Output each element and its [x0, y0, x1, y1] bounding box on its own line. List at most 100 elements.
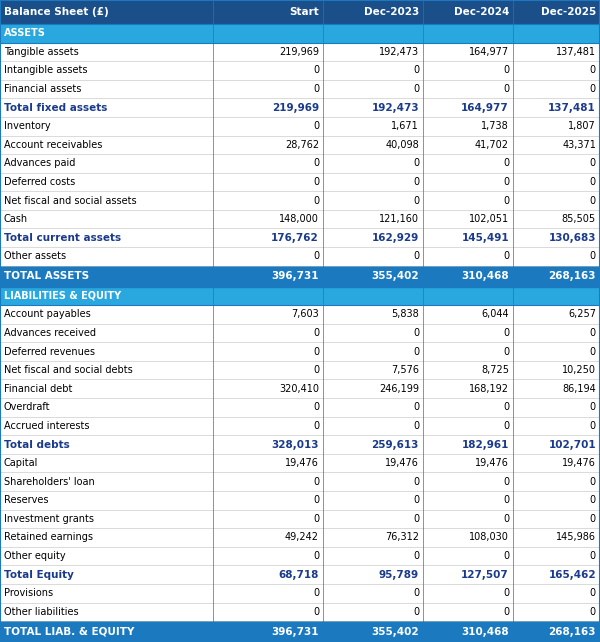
Bar: [0, 0, 600, 24]
Text: 0: 0: [313, 514, 319, 524]
Text: 355,402: 355,402: [371, 271, 419, 281]
Text: 28,762: 28,762: [285, 140, 319, 150]
Text: 0: 0: [413, 421, 419, 431]
Text: 396,731: 396,731: [271, 627, 319, 637]
Text: 86,194: 86,194: [562, 384, 596, 394]
Bar: [0, 61, 600, 80]
Text: 19,476: 19,476: [475, 458, 509, 468]
Bar: [0, 80, 600, 98]
Text: 0: 0: [313, 84, 319, 94]
Text: 0: 0: [590, 403, 596, 412]
Text: 0: 0: [413, 551, 419, 561]
Text: Provisions: Provisions: [4, 588, 53, 598]
Text: 0: 0: [503, 421, 509, 431]
Bar: [0, 584, 600, 602]
Text: 0: 0: [313, 251, 319, 261]
Text: 49,242: 49,242: [285, 532, 319, 542]
Text: Other assets: Other assets: [4, 251, 66, 261]
Text: 0: 0: [413, 251, 419, 261]
Bar: [0, 398, 600, 417]
Text: 0: 0: [413, 177, 419, 187]
Text: 19,476: 19,476: [385, 458, 419, 468]
Text: 268,163: 268,163: [548, 271, 596, 281]
Text: 130,683: 130,683: [548, 233, 596, 243]
Text: Advances paid: Advances paid: [4, 159, 76, 168]
Text: 1,807: 1,807: [568, 121, 596, 131]
Text: Intangible assets: Intangible assets: [4, 65, 88, 76]
Text: Advances received: Advances received: [4, 328, 96, 338]
Bar: [0, 379, 600, 398]
Text: 0: 0: [413, 588, 419, 598]
Text: Tangible assets: Tangible assets: [4, 47, 79, 57]
Text: Financial assets: Financial assets: [4, 84, 82, 94]
Bar: [0, 621, 600, 642]
Text: 0: 0: [413, 328, 419, 338]
Bar: [0, 24, 600, 42]
Text: 0: 0: [503, 159, 509, 168]
Bar: [0, 602, 600, 621]
Text: 148,000: 148,000: [279, 214, 319, 224]
Text: 0: 0: [503, 251, 509, 261]
Text: 0: 0: [590, 514, 596, 524]
Text: 7,576: 7,576: [391, 365, 419, 375]
Text: 0: 0: [413, 347, 419, 356]
Text: 102,051: 102,051: [469, 214, 509, 224]
Text: 268,163: 268,163: [548, 627, 596, 637]
Text: 0: 0: [503, 84, 509, 94]
Text: Balance Sheet (£): Balance Sheet (£): [4, 7, 109, 17]
Text: 0: 0: [590, 495, 596, 505]
Text: Dec-2023: Dec-2023: [364, 7, 419, 17]
Text: 0: 0: [413, 477, 419, 487]
Text: LIABILITIES & EQUITY: LIABILITIES & EQUITY: [4, 291, 121, 301]
Text: 0: 0: [313, 365, 319, 375]
Text: 0: 0: [503, 196, 509, 205]
Bar: [0, 454, 600, 473]
Text: 76,312: 76,312: [385, 532, 419, 542]
Text: 41,702: 41,702: [475, 140, 509, 150]
Text: 19,476: 19,476: [285, 458, 319, 468]
Text: 355,402: 355,402: [371, 627, 419, 637]
Text: 0: 0: [313, 551, 319, 561]
Bar: [0, 435, 600, 454]
Bar: [0, 117, 600, 135]
Text: 310,468: 310,468: [461, 271, 509, 281]
Bar: [0, 286, 600, 305]
Text: 95,789: 95,789: [379, 569, 419, 580]
Text: 68,718: 68,718: [278, 569, 319, 580]
Text: 0: 0: [313, 495, 319, 505]
Bar: [0, 361, 600, 379]
Text: 219,969: 219,969: [272, 103, 319, 112]
Text: 0: 0: [590, 65, 596, 76]
Text: TOTAL ASSETS: TOTAL ASSETS: [4, 271, 89, 281]
Text: 0: 0: [313, 421, 319, 431]
Text: 0: 0: [413, 403, 419, 412]
Text: 0: 0: [313, 328, 319, 338]
Text: 0: 0: [413, 65, 419, 76]
Bar: [0, 305, 600, 324]
Text: Other equity: Other equity: [4, 551, 65, 561]
Text: 145,491: 145,491: [461, 233, 509, 243]
Text: 0: 0: [413, 84, 419, 94]
Text: 0: 0: [503, 607, 509, 617]
Text: 396,731: 396,731: [271, 271, 319, 281]
Text: 219,969: 219,969: [279, 47, 319, 57]
Text: 19,476: 19,476: [562, 458, 596, 468]
Text: 0: 0: [313, 121, 319, 131]
Text: 0: 0: [590, 84, 596, 94]
Bar: [0, 42, 600, 61]
Text: Financial debt: Financial debt: [4, 384, 73, 394]
Text: 0: 0: [503, 588, 509, 598]
Text: 0: 0: [590, 551, 596, 561]
Text: 0: 0: [590, 347, 596, 356]
Text: Cash: Cash: [4, 214, 28, 224]
Text: 0: 0: [503, 328, 509, 338]
Text: Overdraft: Overdraft: [4, 403, 50, 412]
Bar: [0, 173, 600, 191]
Text: ASSETS: ASSETS: [4, 28, 46, 39]
Bar: [0, 191, 600, 210]
Text: 121,160: 121,160: [379, 214, 419, 224]
Bar: [0, 473, 600, 491]
Text: 0: 0: [590, 477, 596, 487]
Text: 259,613: 259,613: [371, 440, 419, 449]
Text: Dec-2025: Dec-2025: [541, 7, 596, 17]
